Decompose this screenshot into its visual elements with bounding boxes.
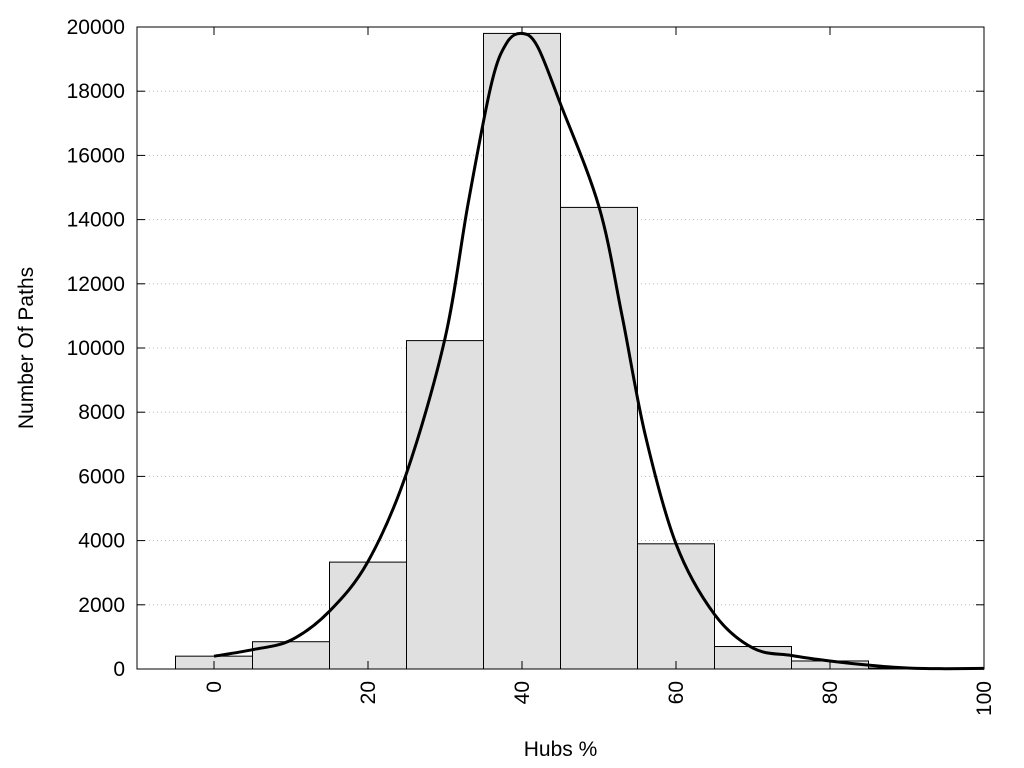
histogram-bar — [406, 340, 484, 670]
x-tick-label: 100 — [973, 681, 996, 716]
histogram-bar — [252, 641, 330, 670]
y-tick-label: 10000 — [67, 337, 125, 360]
x-tick-label: 0 — [203, 681, 226, 693]
histogram-bars — [175, 32, 985, 670]
y-tick-label: 20000 — [67, 16, 125, 39]
x-tick-label: 40 — [511, 681, 534, 704]
y-axis-title: Number Of Paths — [15, 267, 38, 429]
y-tick-label: 16000 — [67, 144, 125, 167]
y-tick-label: 12000 — [67, 273, 125, 296]
histogram-bar — [714, 646, 792, 670]
histogram-bar — [560, 206, 638, 670]
histogram-bar — [329, 561, 407, 670]
x-tick-label: 60 — [665, 681, 688, 704]
density-curve — [213, 31, 985, 671]
y-tick-label: 14000 — [67, 209, 125, 232]
y-tick-label: 0 — [113, 658, 125, 681]
y-tick-label: 4000 — [78, 530, 125, 553]
x-tick-label: 20 — [357, 681, 380, 704]
y-tick-label: 18000 — [67, 80, 125, 103]
y-tick-label: 2000 — [78, 594, 125, 617]
x-axis-ticks: 0 20 40 60 80 100 — [203, 27, 996, 716]
histogram-bar — [483, 32, 561, 670]
histogram-bar — [637, 543, 715, 670]
x-tick-label: 80 — [819, 681, 842, 704]
x-axis-title: Hubs % — [524, 738, 598, 761]
y-tick-label: 8000 — [78, 401, 125, 424]
y-axis-ticks: 0 2000 4000 6000 8000 10000 12000 14000 16000 180… — [67, 16, 984, 681]
y-tick-label: 6000 — [78, 465, 125, 488]
